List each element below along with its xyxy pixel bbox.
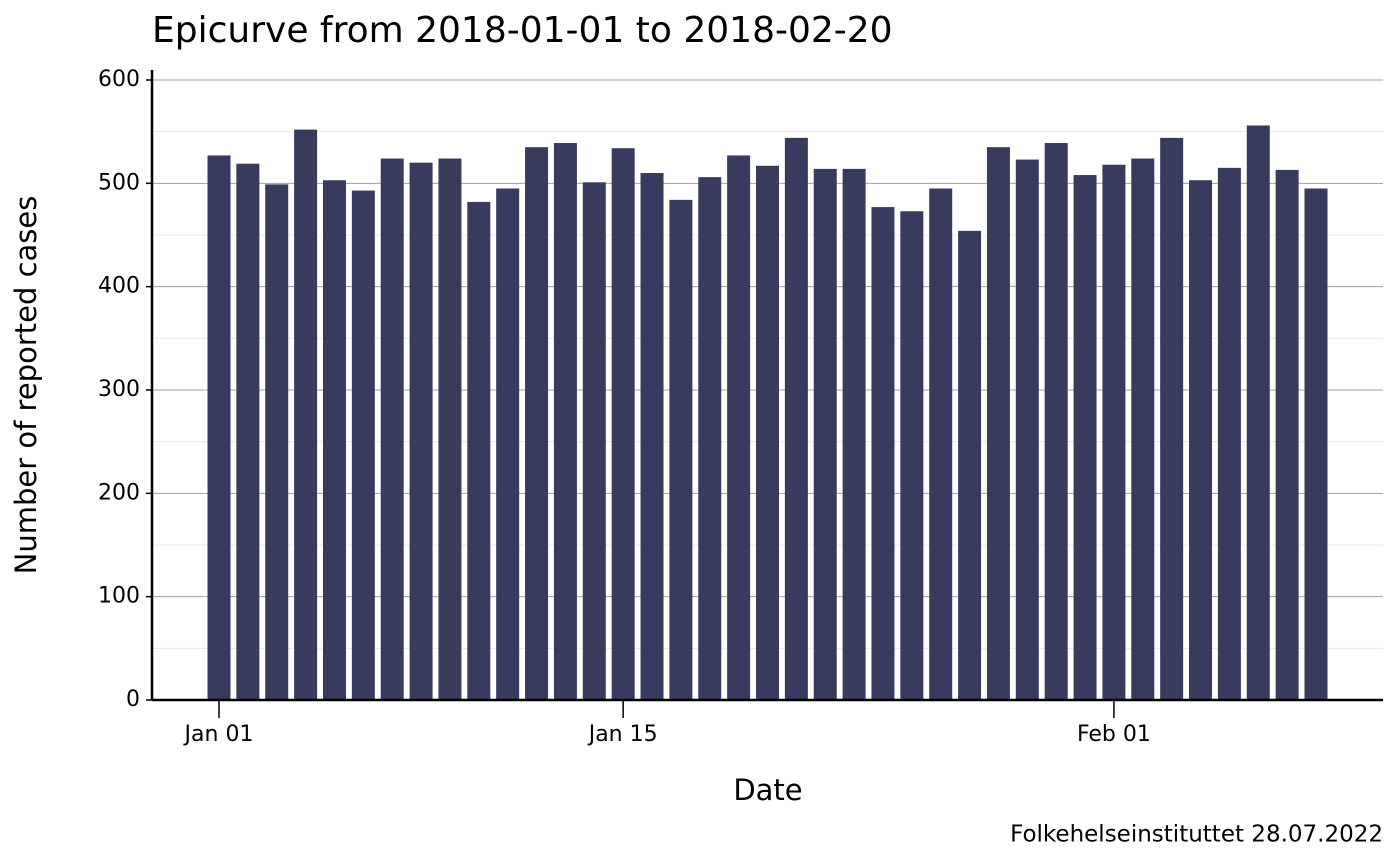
bar <box>813 168 837 700</box>
bar <box>525 147 549 700</box>
y-axis-label: Number of reported cases <box>9 196 43 575</box>
chart-title: Epicurve from 2018-01-01 to 2018-02-20 <box>152 10 893 51</box>
bar <box>842 168 866 700</box>
bar <box>1189 180 1213 700</box>
x-axis-label: Date <box>733 773 802 807</box>
y-tick-label: 500 <box>98 170 140 195</box>
x-tick-label: Jan 15 <box>587 722 658 747</box>
bar <box>784 137 808 700</box>
bar <box>1044 143 1068 701</box>
bar <box>1015 159 1039 701</box>
bar <box>611 148 635 700</box>
bar <box>1304 188 1328 700</box>
bar <box>669 199 693 700</box>
bar <box>351 190 375 701</box>
bar <box>756 165 779 700</box>
bar <box>871 207 895 700</box>
bar <box>1102 164 1126 700</box>
bar <box>553 143 577 701</box>
y-tick-label: 400 <box>98 274 140 299</box>
bar <box>467 201 491 700</box>
bar <box>640 173 664 700</box>
bar <box>1160 137 1184 700</box>
bar <box>698 177 722 701</box>
bar <box>294 129 318 701</box>
y-tick-label: 100 <box>98 584 140 609</box>
bar <box>1246 125 1270 700</box>
bar <box>409 162 433 700</box>
bar <box>265 184 289 700</box>
bar <box>380 158 404 701</box>
bar <box>958 230 982 700</box>
bar <box>1275 169 1299 700</box>
bar <box>582 182 606 701</box>
x-tick-label: Feb 01 <box>1077 722 1151 747</box>
y-tick-label: 200 <box>98 480 140 505</box>
bar <box>207 155 231 700</box>
bar <box>1131 158 1155 701</box>
caption: Folkehelseinstituttet 28.07.2022 <box>1010 822 1383 848</box>
bar <box>236 163 260 700</box>
bar <box>438 158 462 701</box>
x-tick-label: Jan 01 <box>183 722 254 747</box>
bar <box>496 188 520 700</box>
bar <box>1217 167 1241 701</box>
bar <box>929 188 953 700</box>
y-tick-label: 0 <box>126 687 140 712</box>
bar <box>727 155 751 700</box>
bar <box>322 180 346 700</box>
bar <box>1073 175 1097 701</box>
y-tick-label: 300 <box>98 377 140 402</box>
bar <box>986 147 1010 700</box>
y-tick-label: 600 <box>98 67 140 92</box>
bar <box>900 211 924 700</box>
